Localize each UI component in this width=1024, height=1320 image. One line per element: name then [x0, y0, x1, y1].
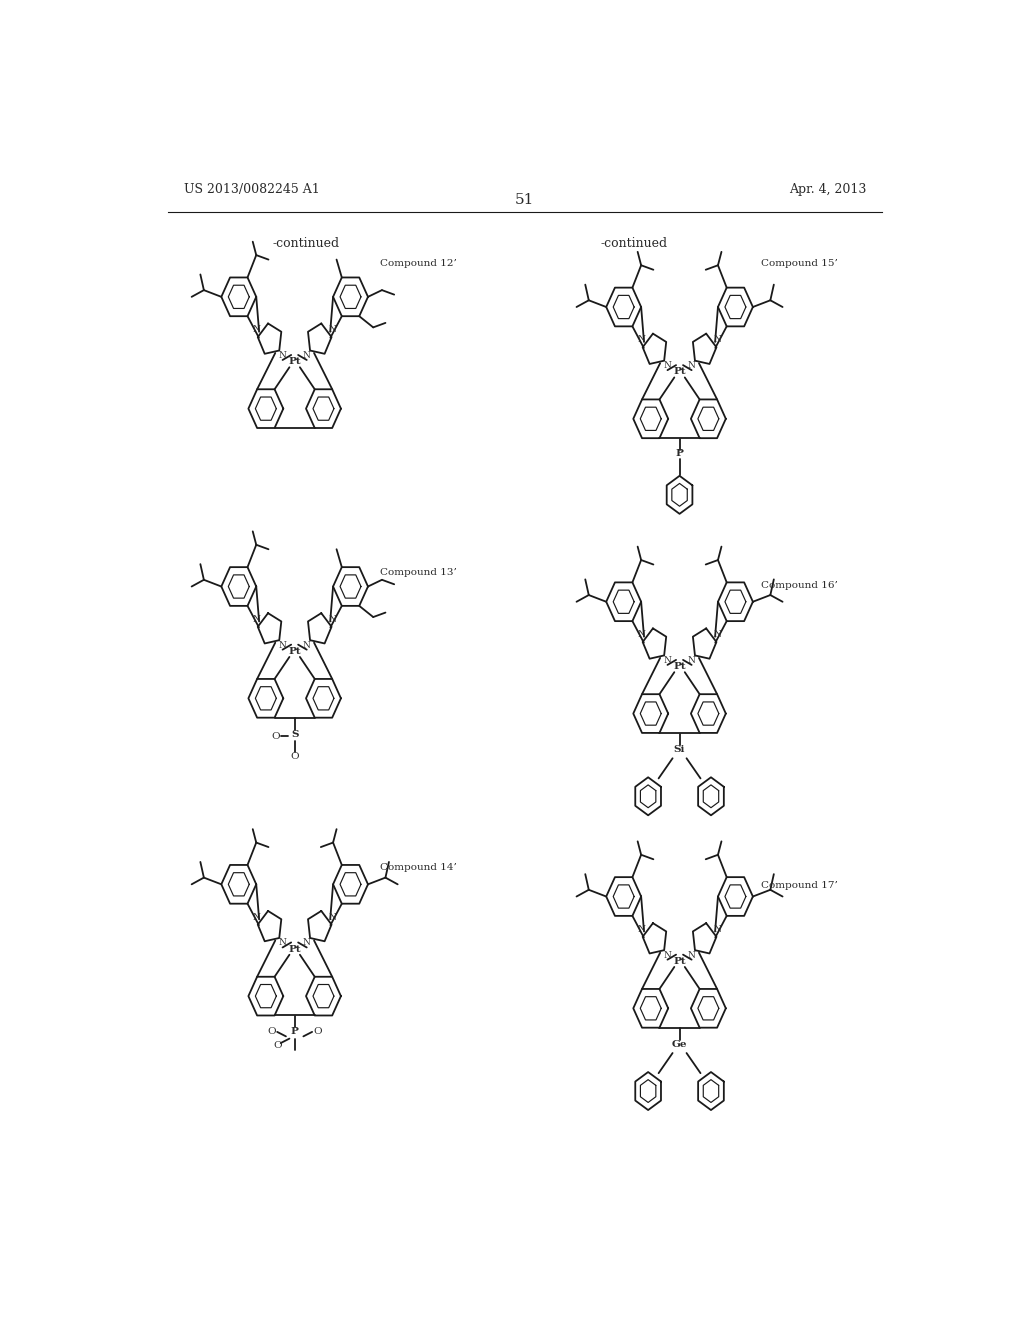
Text: Compound 14’: Compound 14’: [381, 863, 458, 873]
Text: N: N: [303, 640, 310, 649]
Text: Compound 13’: Compound 13’: [381, 568, 458, 577]
Text: O: O: [313, 1027, 322, 1036]
Text: N: N: [279, 640, 287, 649]
Text: Compound 15’: Compound 15’: [762, 259, 839, 268]
Text: Si: Si: [674, 744, 685, 754]
Text: N: N: [253, 912, 260, 921]
Text: N: N: [688, 362, 695, 370]
Text: N: N: [329, 325, 337, 334]
Text: N: N: [714, 925, 722, 933]
Text: Pt: Pt: [289, 945, 301, 953]
Text: Apr. 4, 2013: Apr. 4, 2013: [788, 183, 866, 197]
Text: Pt: Pt: [673, 367, 686, 376]
Text: O: O: [272, 1040, 282, 1049]
Text: -continued: -continued: [601, 238, 668, 251]
Text: Pt: Pt: [673, 663, 686, 671]
Text: Ge: Ge: [672, 1040, 687, 1048]
Text: N: N: [329, 615, 337, 623]
Text: N: N: [303, 351, 310, 360]
Text: N: N: [688, 656, 695, 665]
Text: O: O: [267, 1027, 276, 1036]
Text: N: N: [688, 950, 695, 960]
Text: O: O: [291, 752, 299, 760]
Text: N: N: [664, 656, 672, 665]
Text: N: N: [664, 362, 672, 370]
Text: N: N: [279, 351, 287, 360]
Text: 51: 51: [515, 193, 535, 207]
Text: N: N: [638, 335, 645, 345]
Text: Pt: Pt: [289, 358, 301, 366]
Text: N: N: [253, 615, 260, 623]
Text: Pt: Pt: [673, 957, 686, 966]
Text: P: P: [676, 449, 683, 458]
Text: US 2013/0082245 A1: US 2013/0082245 A1: [183, 183, 319, 197]
Text: O: O: [271, 731, 280, 741]
Text: N: N: [638, 925, 645, 933]
Text: Compound 12’: Compound 12’: [381, 259, 458, 268]
Text: N: N: [279, 939, 287, 948]
Text: Compound 17’: Compound 17’: [762, 880, 839, 890]
Text: Compound 16’: Compound 16’: [762, 581, 839, 590]
Text: Pt: Pt: [289, 647, 301, 656]
Text: N: N: [253, 325, 260, 334]
Text: N: N: [664, 950, 672, 960]
Text: S: S: [291, 730, 298, 739]
Text: N: N: [714, 335, 722, 345]
Text: N: N: [329, 912, 337, 921]
Text: N: N: [714, 630, 722, 639]
Text: -continued: -continued: [273, 238, 340, 251]
Text: P: P: [291, 1027, 299, 1036]
Text: N: N: [303, 939, 310, 948]
Text: N: N: [638, 630, 645, 639]
